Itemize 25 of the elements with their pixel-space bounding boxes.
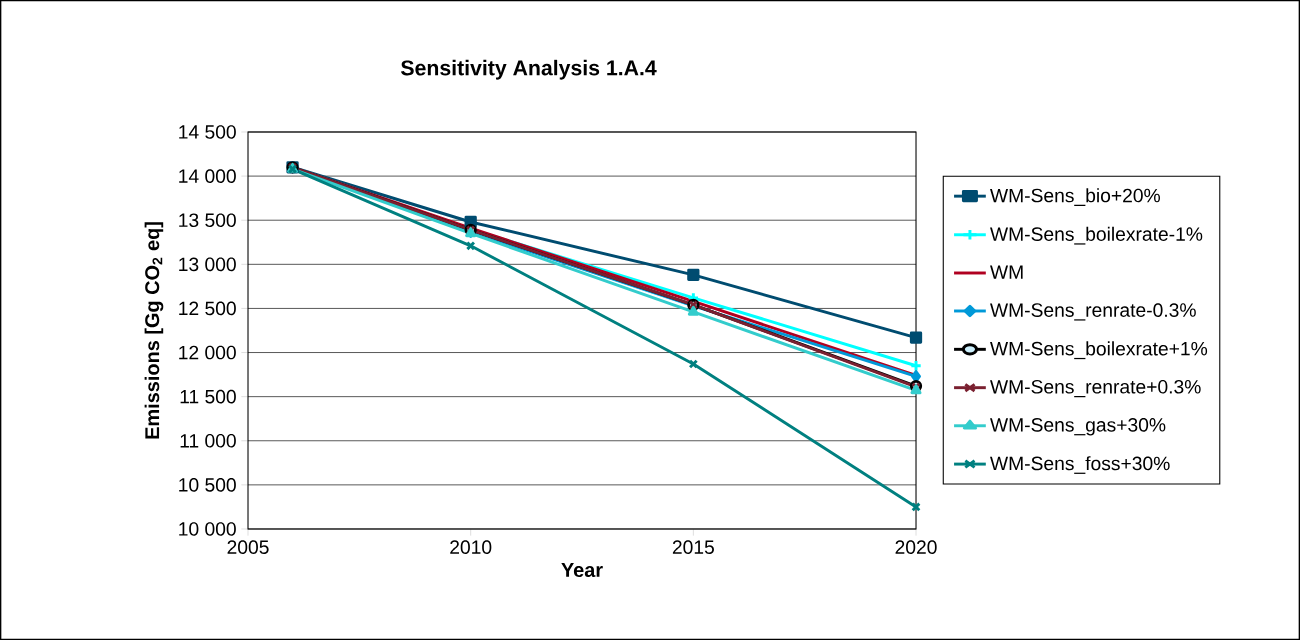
y-tick-label: 10 000: [179, 522, 236, 536]
x-tick-label: 2010: [450, 540, 492, 554]
legend-label: WM-Sens_gas+30%: [990, 418, 1166, 436]
x-axis-title: Year: [561, 563, 603, 577]
legend-label: WM-Sens_boilexrate+1%: [990, 341, 1208, 360]
legend-label: WM: [990, 265, 1023, 279]
legend-label: WM-Sens_boilexrate-1%: [990, 226, 1203, 245]
y-axis-title: Emissions [Gg CO$_{2}$ eq]: [144, 222, 164, 439]
y-tick-label: 10 500: [179, 478, 236, 492]
y-tick-label: 11 500: [180, 389, 236, 404]
y-tick-label: 14 500: [179, 125, 236, 139]
x-tick-label: 2020: [895, 540, 937, 554]
y-tick-label: 13 000: [179, 257, 236, 272]
legend-label: WM-Sens_bio+20%: [990, 188, 1160, 206]
legend-label: WM-Sens_renrate+0.3%: [990, 379, 1201, 398]
x-tick-label: 2005: [227, 540, 269, 554]
y-tick-label: 14 000: [179, 169, 236, 183]
x-tick-label: 2015: [672, 540, 714, 554]
y-tick-label: 12 000: [179, 345, 236, 360]
y-tick-label: 13 500: [179, 213, 236, 228]
y-tick-label: 12 500: [179, 301, 236, 316]
y-tick-label: 11 000: [180, 433, 236, 448]
chart-title: Sensitivity Analysis 1.A.4: [401, 59, 657, 80]
legend-label: WM-Sens_renrate-0.3%: [990, 303, 1196, 321]
legend-label: WM-Sens_foss+30%: [990, 456, 1170, 474]
